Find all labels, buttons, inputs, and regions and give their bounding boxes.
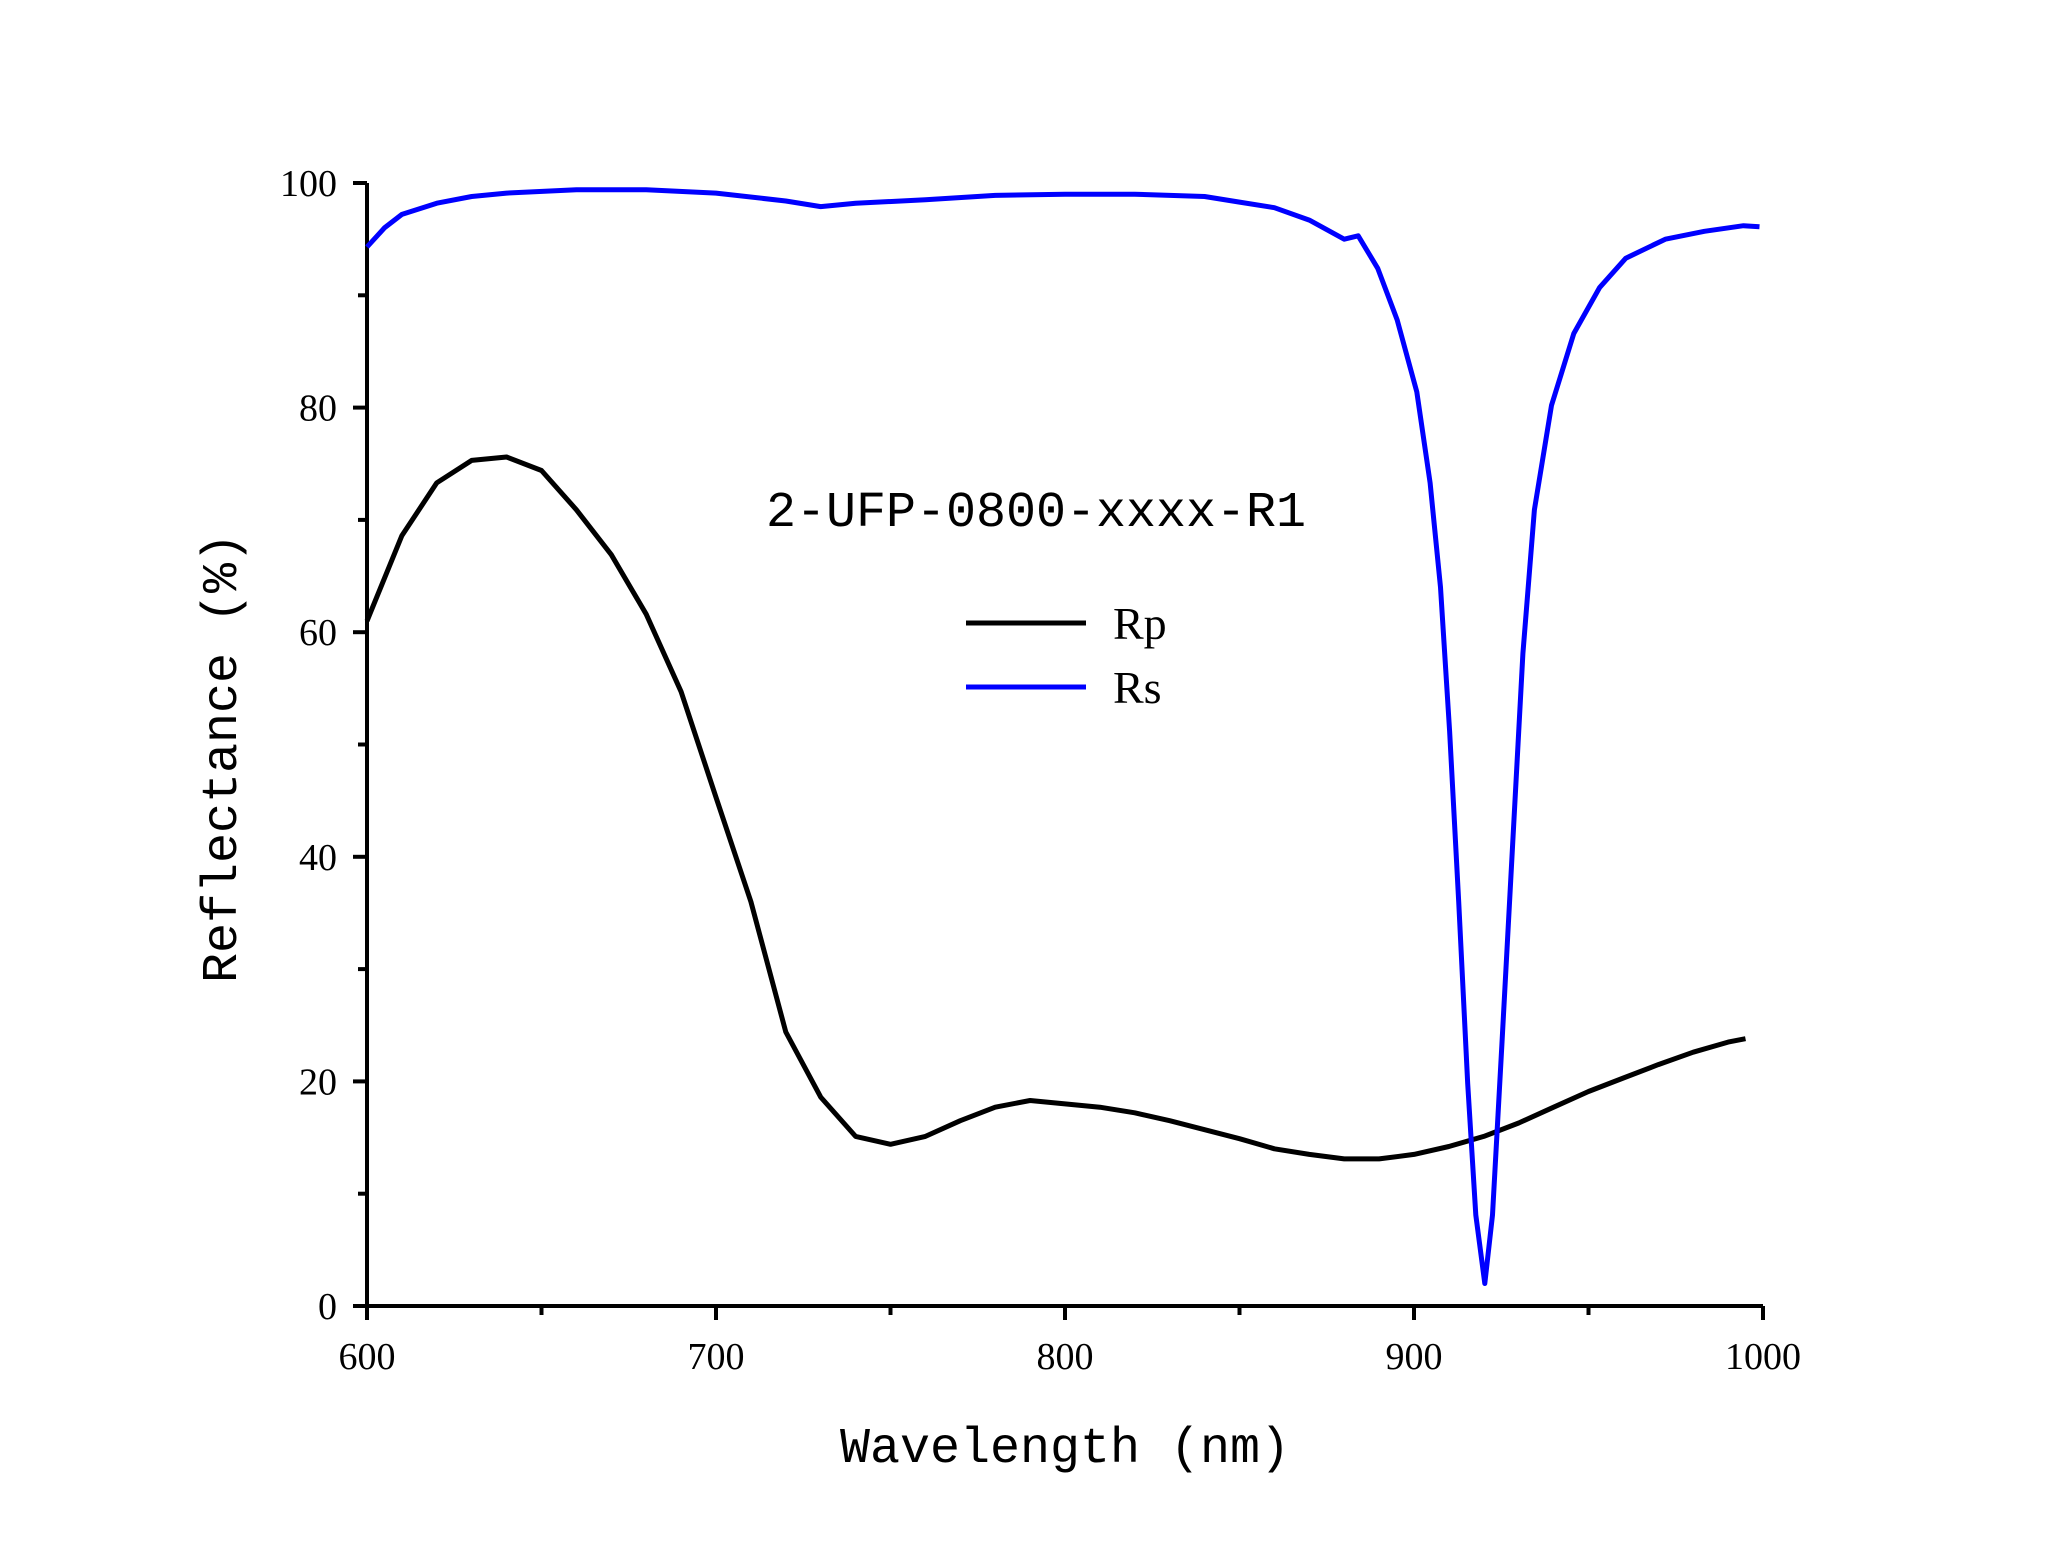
chart-title: 2-UFP-0800-xxxx-R1	[766, 485, 1306, 542]
legend-label-rs: Rs	[1113, 662, 1162, 713]
series-rs-line	[365, 187, 1760, 1286]
x-tick-label: 1000	[1725, 1336, 1801, 1378]
legend: Rp Rs	[966, 598, 1167, 713]
axes: 600 700 800 900 1000 0 20 40 60 80 100	[280, 163, 1801, 1378]
x-axis-title: Wavelength (nm)	[840, 1421, 1290, 1478]
x-tick-label: 700	[688, 1336, 745, 1378]
y-tick-label: 60	[299, 612, 337, 654]
x-tick-label: 600	[339, 1336, 396, 1378]
y-tick-label: 100	[280, 163, 337, 205]
y-tick-label: 20	[299, 1061, 337, 1103]
x-tick-label: 900	[1386, 1336, 1443, 1378]
x-tick-label: 800	[1037, 1336, 1094, 1378]
y-tick-label: 40	[299, 837, 337, 879]
y-tick-label: 0	[318, 1286, 337, 1328]
y-tick-label: 80	[299, 388, 337, 430]
legend-label-rp: Rp	[1113, 598, 1167, 649]
series-layer	[364, 187, 1760, 1286]
series-rp-line	[364, 454, 1746, 1162]
y-axis-title: Reflectance (%)	[195, 533, 252, 983]
